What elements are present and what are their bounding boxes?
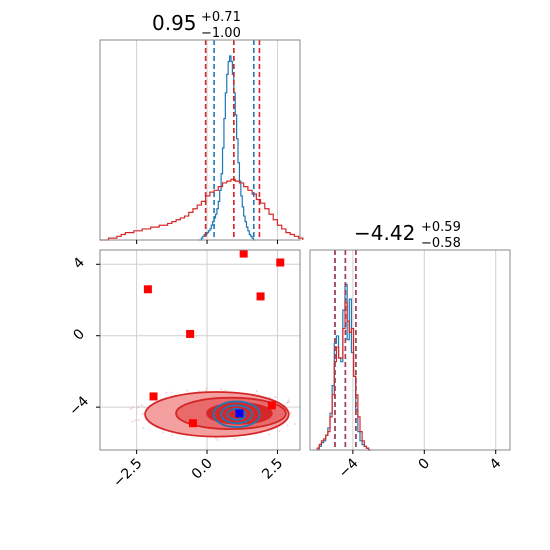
panel-histogram-x (99, 39, 304, 244)
bl-y-tick-label-1: 0 (70, 326, 88, 344)
bl-x-tick-label-2: 2.5 (259, 456, 286, 483)
tl-frame (99, 39, 301, 241)
title-bottom-right-upper: +0.59 (421, 220, 461, 235)
bl-contour-4 (220, 404, 254, 425)
title-top-left-value: 0.95 (152, 11, 197, 35)
br-x-tick-label-2: 4 (487, 455, 505, 473)
bl-sample-point (137, 418, 140, 421)
bl-sample-point (141, 412, 144, 415)
bl-sample-point (216, 438, 219, 441)
br-frame (309, 249, 511, 451)
bl-sample-point (162, 431, 165, 434)
bl-sample-point (268, 433, 271, 436)
bl-red-marker-0 (143, 285, 152, 294)
bl-x-tick-label-1: 0.0 (189, 456, 216, 483)
title-bottom-right: −4.42 +0.59 −0.58 (354, 220, 461, 251)
bl-sample-point (132, 406, 135, 409)
bl-sample-point (137, 405, 140, 408)
bl-sample-point (287, 399, 290, 402)
bl-red-marker-3 (256, 292, 265, 301)
bl-blue-marker (235, 409, 244, 418)
bl-red-marker-7 (267, 401, 276, 410)
bl-contour-3 (212, 400, 261, 429)
title-bottom-right-lower: −0.58 (421, 236, 461, 251)
bl-sample-point (131, 420, 134, 423)
bl-contour-5 (226, 408, 247, 421)
bl-sample-point (293, 423, 296, 426)
title-bottom-right-value: −4.42 (354, 221, 415, 245)
bl-sample-point (224, 389, 227, 392)
bl-sample-point (142, 427, 145, 430)
br-histogram-series-0 (317, 283, 371, 451)
title-top-left: 0.95 +0.71 −1.00 (152, 10, 241, 41)
bl-sample-point (255, 390, 258, 393)
bl-sample-point (134, 419, 137, 422)
bl-x-tick-label-0: −2.5 (110, 456, 145, 491)
bl-red-marker-6 (188, 419, 197, 428)
title-top-left-lower: −1.00 (201, 26, 241, 41)
bl-sample-point (233, 437, 236, 440)
bl-sample-point (140, 404, 143, 407)
bl-sample-point (171, 434, 174, 437)
bl-red-marker-1 (239, 249, 248, 258)
bl-sample-point (205, 387, 208, 390)
tl-histogram-series-1 (100, 178, 304, 241)
bl-y-tick-label-2: 4 (70, 255, 88, 273)
tl-histogram-series-0 (198, 55, 255, 241)
bl-frame (99, 249, 301, 451)
bl-sample-point (269, 396, 272, 399)
panel-scatter-xy: −2.5 0.0 2.5 −4 0 4 (66, 249, 301, 491)
br-x-tick-label-1: 0 (415, 456, 433, 474)
bl-sample-point (170, 391, 173, 394)
bl-sample-point (286, 401, 289, 404)
br-histogram-series-1 (316, 302, 371, 451)
bl-sample-point (274, 396, 277, 399)
bl-sample-point (289, 412, 292, 415)
bl-red-marker-5 (149, 392, 158, 401)
bl-sample-point (286, 424, 289, 427)
br-x-tick-label-0: −4 (336, 455, 362, 481)
bl-sample-point (278, 430, 281, 433)
bl-y-tick-label-0: −4 (66, 393, 92, 419)
bl-sample-point (165, 391, 168, 394)
bl-red-marker-2 (276, 258, 285, 267)
bl-sample-point (186, 389, 189, 392)
title-top-left-upper: +0.71 (201, 10, 241, 25)
panel-histogram-y: −4 0 4 (309, 249, 511, 481)
bl-red-marker-4 (186, 329, 195, 338)
bl-sample-point (143, 406, 146, 409)
bl-sample-point (220, 388, 223, 391)
bl-sample-point (130, 407, 133, 410)
